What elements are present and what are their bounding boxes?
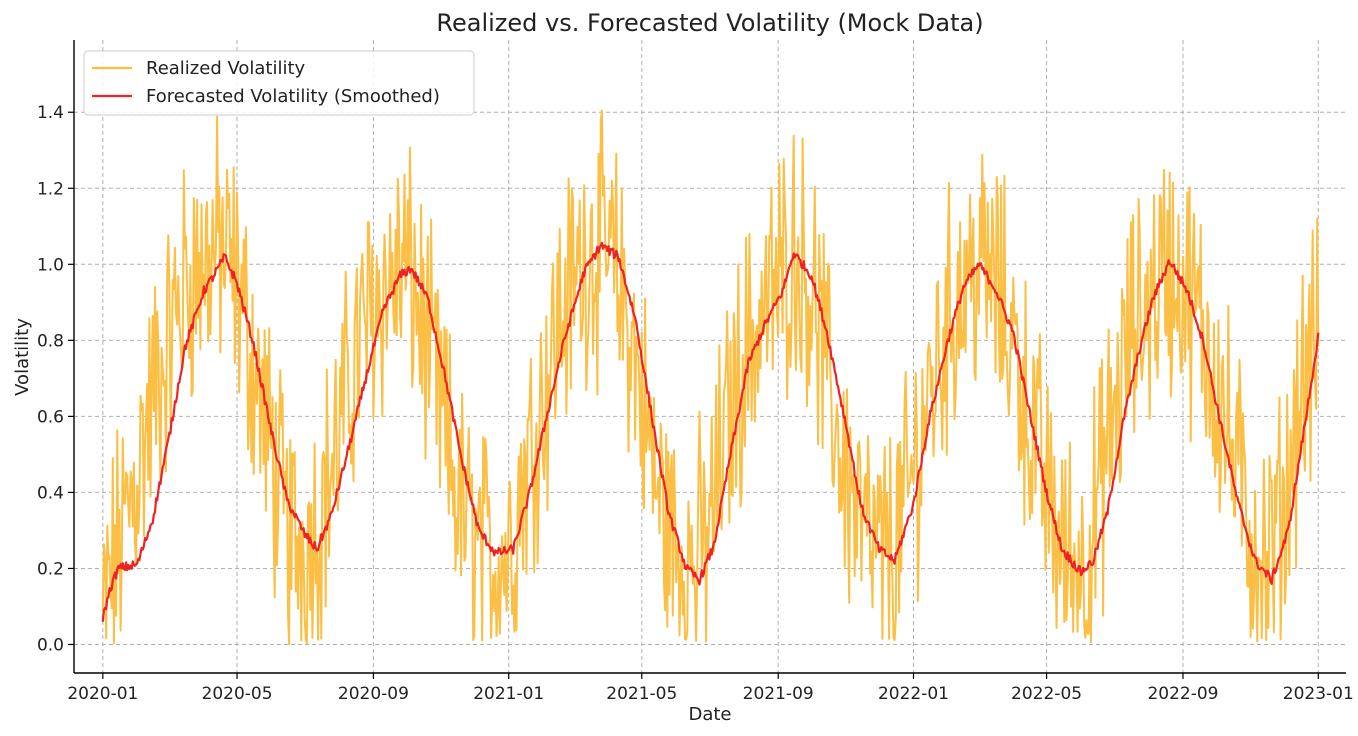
y-tick-label: 0.4 [37, 483, 64, 503]
chart-legend: Realized Volatility Forecasted Volatilit… [83, 50, 475, 116]
chart-title: Realized vs. Forecasted Volatility (Mock… [436, 9, 983, 37]
y-tick-label: 0.0 [37, 635, 64, 655]
y-tick-label: 0.6 [37, 407, 64, 427]
y-tick-label: 0.8 [37, 331, 64, 351]
x-axis-title: Date [688, 704, 731, 725]
x-tick-label: 2022-09 [1147, 684, 1218, 704]
x-tick-label: 2022-01 [878, 684, 949, 704]
y-axis-ticks: 0.0 0.2 0.4 0.6 0.8 1.0 1.2 1.4 [37, 103, 74, 655]
x-tick-label: 2020-09 [338, 684, 409, 704]
legend-label-forecast: Forecasted Volatility (Smoothed) [146, 86, 440, 107]
y-axis-title: Volatility [12, 318, 33, 396]
x-tick-label: 2022-05 [1011, 684, 1082, 704]
x-tick-label: 2021-09 [743, 684, 814, 704]
y-tick-label: 0.2 [37, 559, 64, 579]
x-axis-ticks: 2020-01 2020-05 2020-09 2021-01 2021-05 2021-… [67, 673, 1354, 704]
x-tick-label: 2020-01 [67, 684, 138, 704]
realized-volatility-line [101, 109, 1320, 646]
x-tick-label: 2021-05 [606, 684, 677, 704]
forecasted-volatility-line [101, 241, 1320, 622]
legend-box [83, 50, 475, 116]
series-lines [101, 109, 1320, 646]
y-tick-label: 1.0 [37, 255, 64, 275]
x-tick-label: 2021-01 [473, 684, 544, 704]
x-tick-label: 2023-01 [1283, 684, 1354, 704]
y-tick-label: 1.2 [37, 179, 64, 199]
y-tick-label: 1.4 [37, 103, 64, 123]
x-tick-label: 2020-05 [202, 684, 273, 704]
legend-label-realized: Realized Volatility [146, 58, 306, 79]
